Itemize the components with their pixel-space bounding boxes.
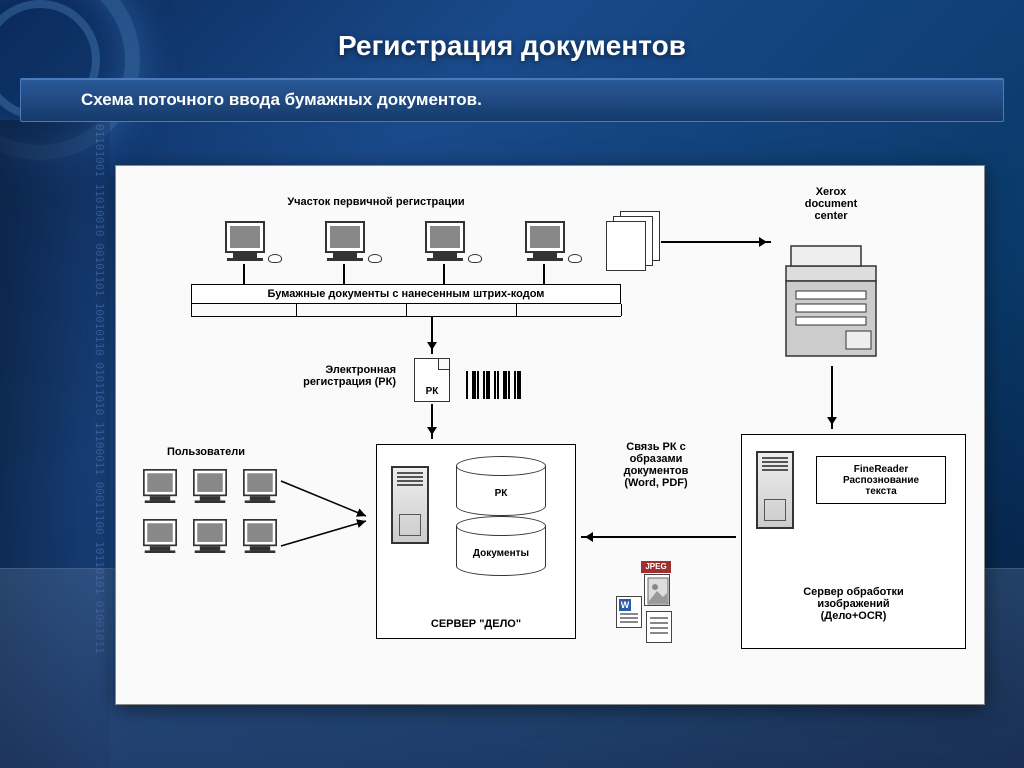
copier-icon: [776, 236, 886, 366]
connector-line: [191, 316, 621, 317]
workstation-icon: [240, 519, 281, 553]
server-tower-icon: [391, 466, 429, 544]
workstation-icon: [321, 221, 369, 261]
file-text-icon: [646, 611, 672, 643]
mouse-icon: [368, 254, 382, 263]
barcode-icon: [466, 371, 521, 399]
document-rk-icon: РК: [414, 358, 450, 402]
database-icon: Документы: [456, 516, 546, 576]
label-ocr-server: Сервер обработки изображений (Дело+OCR): [741, 586, 966, 622]
finereader-box: FineReader Распознование текста: [816, 456, 946, 504]
label-rk-doc: РК: [415, 386, 449, 397]
connector-line: [621, 304, 622, 316]
connector-line: [343, 264, 345, 284]
arrow-icon: [581, 536, 736, 538]
connector-line: [191, 304, 192, 316]
jpeg-badge: JPEG: [641, 561, 671, 573]
workstation-icon: [140, 469, 181, 503]
database-icon: РК: [456, 456, 546, 516]
connector-line: [516, 304, 517, 316]
workstation-icon: [190, 519, 231, 553]
label-primary-registration: Участок первичной регистрации: [246, 196, 506, 208]
label-link: Связь РК с образами документов (Word, PD…: [596, 441, 716, 489]
mouse-icon: [268, 254, 282, 263]
mouse-icon: [568, 254, 582, 263]
file-image-icon: [644, 574, 670, 606]
label-ereg: Электронная регистрация (РК): [286, 364, 396, 388]
workstation-icon: [190, 469, 231, 503]
label-server-delo: СЕРВЕР "ДЕЛО": [376, 618, 576, 630]
connector-line: [543, 264, 545, 284]
arrow-icon: [431, 316, 433, 354]
mouse-icon: [468, 254, 482, 263]
label-xerox: Xerox document center: [781, 186, 881, 222]
arrow-icon: [276, 466, 376, 566]
connector-line: [443, 264, 445, 284]
connector-line: [296, 304, 297, 316]
workstation-icon: [140, 519, 181, 553]
server-tower-icon: [756, 451, 794, 529]
workstation-icon: [521, 221, 569, 261]
arrow-icon: [431, 404, 433, 439]
file-word-icon: W: [616, 596, 642, 628]
slide-subtitle: Схема поточного ввода бумажных документо…: [20, 78, 1004, 122]
connector-line: [243, 264, 245, 284]
diagram-canvas: Участок первичной регистрации Xerox docu…: [115, 165, 985, 705]
workstation-icon: [421, 221, 469, 261]
bus-bar: Бумажные документы с нанесенным штрих-ко…: [191, 284, 621, 304]
workstation-icon: [240, 469, 281, 503]
connector-line: [406, 304, 407, 316]
workstation-icon: [221, 221, 269, 261]
label-users: Пользователи: [141, 446, 271, 458]
slide-title: Регистрация документов: [0, 30, 1024, 62]
arrow-icon: [831, 366, 833, 429]
arrow-icon: [661, 241, 771, 243]
